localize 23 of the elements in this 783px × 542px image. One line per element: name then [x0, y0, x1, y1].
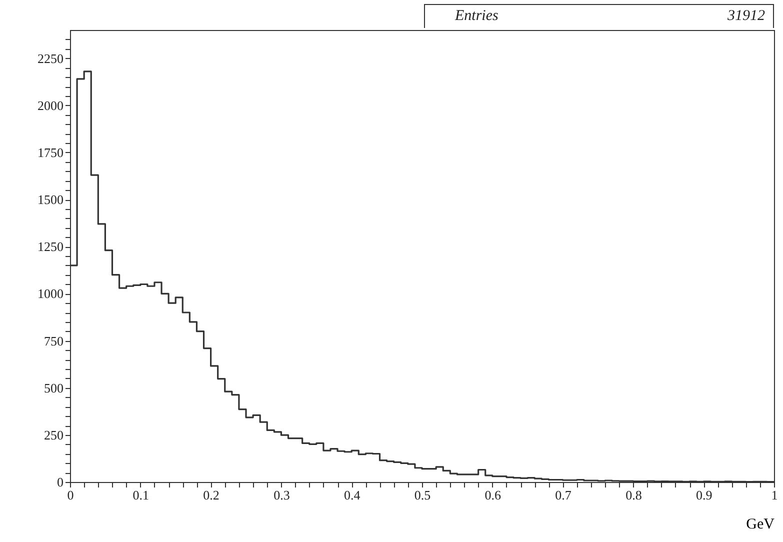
x-tick-label: 0.3: [274, 488, 290, 502]
x-tick-label: 0.2: [203, 488, 220, 502]
x-tick-label: 0.4: [344, 488, 361, 502]
y-tick-label: 2000: [38, 98, 64, 113]
y-tick-label: 500: [44, 380, 64, 396]
stats-box: Entries 31912: [424, 4, 774, 28]
x-tick-label: 0.9: [696, 488, 712, 502]
x-tick-label: 0.1: [132, 488, 150, 502]
y-tick-label: 1750: [38, 144, 64, 160]
x-tick-label: 0.6: [484, 488, 502, 502]
y-tick-label: 250: [44, 427, 64, 442]
x-axis-title: GeV: [746, 516, 775, 532]
y-tick-label: 0: [57, 474, 64, 490]
x-tick-label: 0.5: [414, 488, 431, 502]
y-tick-label: 1500: [38, 192, 64, 207]
y-tick-label: 1250: [38, 239, 64, 254]
x-tick-label: 0.8: [626, 488, 642, 502]
x-tick-label: 0: [67, 488, 74, 502]
y-tick-label: 2250: [38, 50, 64, 66]
x-tick-label: 1: [771, 488, 778, 502]
y-tick-label: 1000: [38, 286, 64, 302]
x-tick-label: 0.7: [555, 488, 572, 502]
y-tick-label: 750: [44, 333, 64, 348]
